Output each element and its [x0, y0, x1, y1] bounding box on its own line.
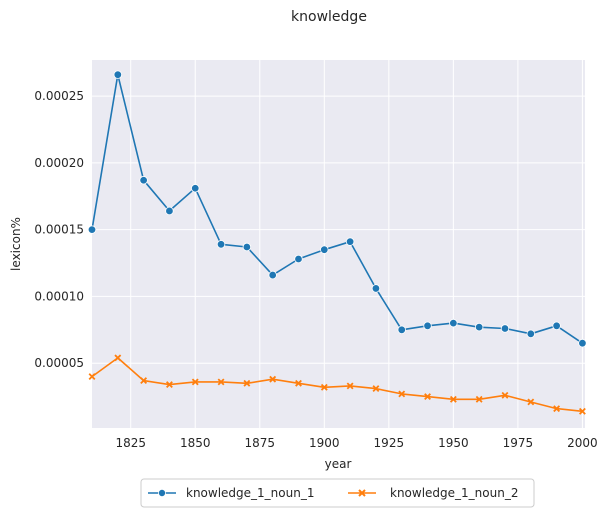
data-point [165, 381, 173, 389]
series-layer [87, 70, 587, 415]
y-tick-label: 0.00020 [34, 156, 84, 170]
x-axis-label: year [325, 457, 352, 471]
x-tick-label: 1975 [503, 436, 534, 450]
data-point [372, 385, 380, 393]
data-point [295, 379, 302, 387]
data-point [500, 324, 510, 333]
data-point [217, 378, 225, 386]
y-tick-label: 0.00015 [34, 223, 84, 237]
x-tick-label: 1825 [115, 436, 146, 450]
legend-label-series-1: knowledge_1_noun_1 [186, 486, 314, 500]
x-tick-labels: 1825 1850 1875 1900 1925 1950 1975 2000 [115, 436, 597, 450]
x-tick-label: 1850 [180, 436, 211, 450]
legend-frame [140, 478, 535, 508]
x-tick-label: 1925 [374, 436, 405, 450]
chart-title: knowledge [291, 9, 367, 25]
data-point [475, 395, 483, 403]
series-2 [88, 354, 586, 415]
data-point [578, 338, 587, 348]
data-point [294, 254, 303, 264]
data-point [423, 321, 432, 331]
data-point [243, 379, 251, 387]
data-point [578, 407, 586, 415]
series-line [91, 357, 583, 413]
data-point [345, 237, 355, 246]
y-tick-label: 0.00005 [34, 356, 84, 370]
data-point [527, 398, 535, 406]
data-point [346, 382, 354, 390]
data-point [139, 176, 148, 185]
data-point [140, 377, 148, 385]
data-point [449, 395, 457, 403]
grid-lines [92, 60, 585, 428]
data-point [269, 375, 277, 383]
data-point [371, 284, 381, 293]
y-axis-label: lexicon% [9, 217, 23, 271]
data-point [474, 322, 484, 332]
y-tick-label: 0.00010 [34, 289, 84, 303]
data-point [165, 206, 174, 216]
data-point [242, 242, 252, 252]
data-point [397, 325, 406, 335]
x-tick-label: 2000 [567, 436, 598, 450]
x-tick-label: 1875 [245, 436, 276, 450]
data-point [553, 405, 561, 413]
data-point [191, 184, 200, 193]
legend: knowledge_1_noun_1 knowledge_1_noun_2 [140, 478, 535, 508]
legend-marker-series-2 [358, 489, 366, 497]
data-point [449, 318, 458, 328]
data-point [526, 329, 535, 339]
plot-area [92, 60, 585, 428]
legend-marker-series-1 [157, 488, 166, 497]
data-point [87, 225, 97, 234]
data-point [398, 390, 406, 398]
x-tick-label: 1950 [438, 436, 469, 450]
data-point [114, 354, 122, 362]
legend-label-series-2: knowledge_1_noun_2 [390, 486, 518, 500]
data-point [113, 70, 123, 79]
data-point [191, 378, 199, 386]
data-point [88, 373, 96, 381]
series-line [91, 73, 583, 344]
data-point [552, 321, 561, 331]
y-tick-labels: 0.00005 0.00010 0.00015 0.00020 0.00025 [34, 89, 84, 370]
data-point [424, 393, 431, 401]
data-point [320, 383, 328, 391]
data-point [216, 240, 226, 249]
data-point [320, 245, 329, 254]
series-1 [87, 70, 587, 348]
x-tick-label: 1900 [309, 436, 340, 450]
data-point [268, 270, 277, 280]
data-point [501, 391, 509, 399]
y-tick-label: 0.00025 [34, 89, 84, 103]
